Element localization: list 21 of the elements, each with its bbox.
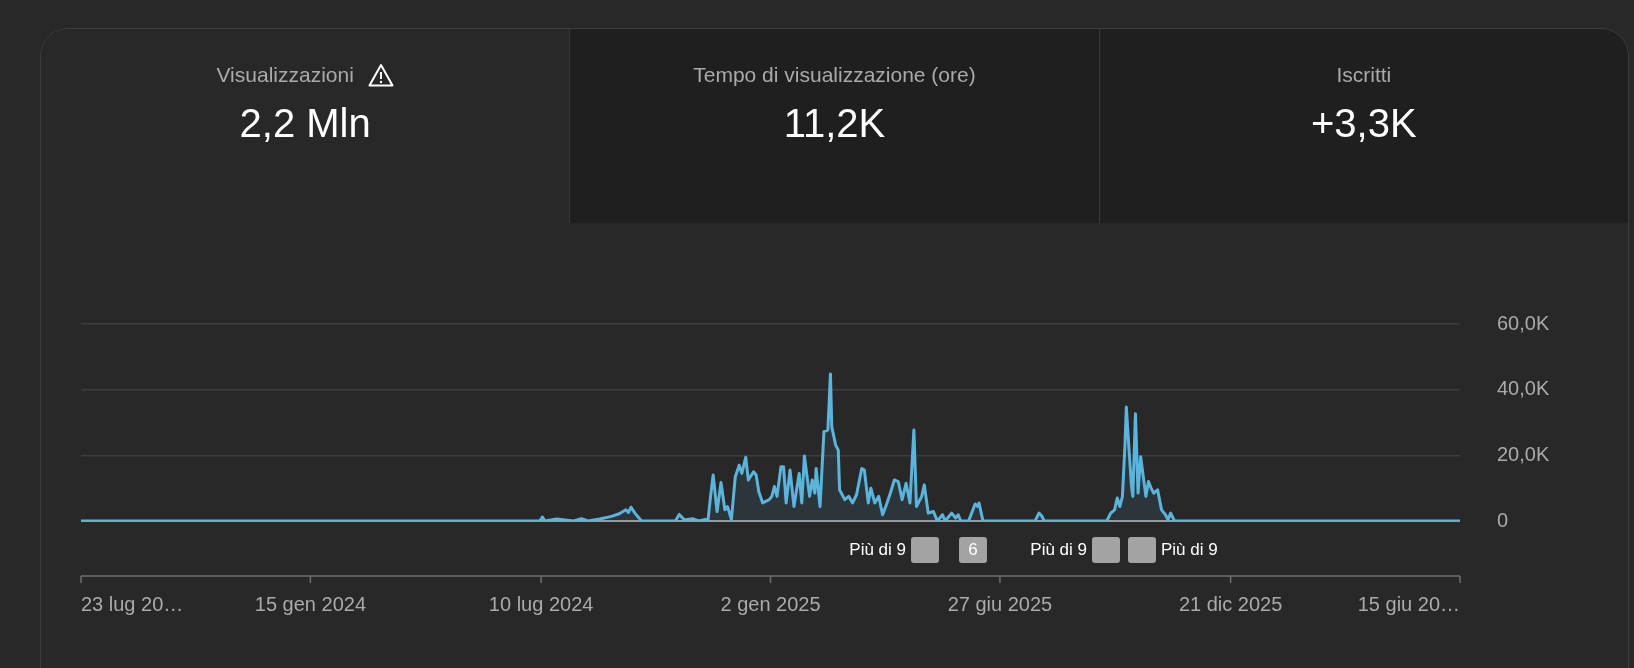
x-tick-label: 10 lug 2024 xyxy=(488,592,594,615)
y-tick-label: 60,0K xyxy=(1497,311,1550,334)
text: 6 xyxy=(968,540,978,560)
text: Tempo di visualizzazione (ore) xyxy=(693,63,976,87)
x-tick-label: 23 lug 20… xyxy=(81,592,184,615)
text: Più di 9 xyxy=(1030,540,1087,560)
y-tick-label: 0 xyxy=(1497,508,1509,531)
x-tick-label: 15 giu 20… xyxy=(1357,592,1460,615)
x-tick-label: 15 gen 2024 xyxy=(254,592,367,615)
x-tick-label: 21 dic 2025 xyxy=(1178,592,1283,615)
text: 2,2 Mln xyxy=(239,100,371,147)
x-tick-label: 2 gen 2025 xyxy=(720,592,821,615)
x-tick-label: 27 giu 2025 xyxy=(947,592,1053,615)
y-tick-label: 20,0K xyxy=(1497,442,1550,465)
text: 11,2K xyxy=(783,100,886,147)
text: Iscritti xyxy=(1336,63,1392,87)
y-tick-label: 40,0K xyxy=(1497,377,1550,400)
text: Visualizzazioni xyxy=(216,63,354,87)
text: Più di 9 xyxy=(1161,540,1218,560)
text: Più di 9 xyxy=(849,540,906,560)
text: +3,3K xyxy=(1310,100,1417,147)
